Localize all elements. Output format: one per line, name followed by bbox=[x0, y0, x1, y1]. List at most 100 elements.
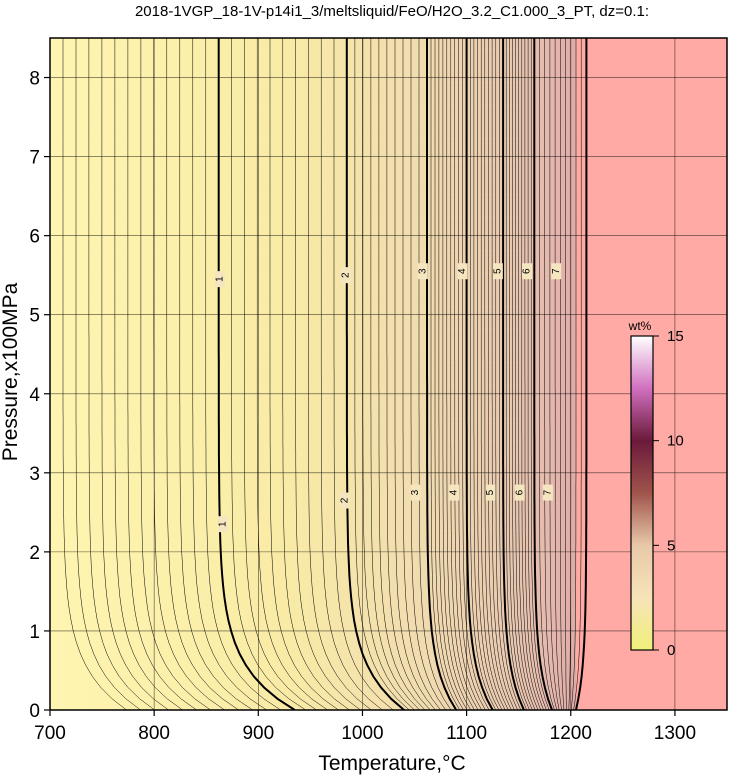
minor-contour bbox=[554, 38, 562, 710]
minor-contour bbox=[544, 38, 558, 710]
minor-contour bbox=[568, 38, 572, 710]
contour-label: 3 bbox=[410, 489, 421, 495]
minor-contour bbox=[402, 38, 441, 710]
minor-contour bbox=[530, 38, 550, 710]
x-tick-label: 1200 bbox=[550, 723, 592, 744]
contour-label-bg bbox=[410, 484, 421, 501]
contour-label-bg bbox=[214, 271, 225, 288]
minor-contour bbox=[549, 38, 560, 710]
minor-contour bbox=[410, 38, 447, 710]
minor-contour bbox=[491, 38, 515, 710]
minor-contour bbox=[539, 38, 555, 710]
contour-label: 4 bbox=[449, 489, 460, 495]
colorbar-tick-label: 5 bbox=[667, 537, 675, 554]
contour-label-bg bbox=[417, 263, 428, 280]
x-axis-label: Temperature,°C bbox=[318, 752, 465, 775]
plot-frame bbox=[49, 37, 728, 711]
major-contour bbox=[465, 38, 494, 710]
y-tick-label: 8 bbox=[29, 69, 40, 90]
colorbar-bar bbox=[630, 335, 654, 651]
colorbar-tick-label: 15 bbox=[667, 328, 684, 345]
contour-label: 3 bbox=[418, 268, 429, 274]
minor-contour bbox=[370, 38, 420, 710]
minor-contour bbox=[560, 38, 565, 710]
major-contour bbox=[426, 38, 458, 710]
y-tick-label: 6 bbox=[29, 227, 40, 248]
colorbar: wt% 0 5 10 15 bbox=[628, 319, 684, 659]
minor-contour bbox=[446, 38, 475, 710]
colorbar-ticks: 0 5 10 15 bbox=[653, 328, 684, 659]
major-contour bbox=[533, 38, 553, 710]
minor-contour bbox=[509, 38, 530, 710]
minor-contour bbox=[473, 38, 500, 710]
minor-contour bbox=[495, 38, 518, 710]
minor-contour bbox=[434, 38, 464, 710]
minor-contour bbox=[477, 38, 503, 710]
contour-label: 1 bbox=[214, 276, 225, 282]
contour-label-bg bbox=[514, 484, 525, 501]
minor-contour bbox=[269, 38, 339, 710]
contour-label: 1 bbox=[218, 521, 229, 527]
minor-contour bbox=[570, 38, 577, 710]
chart-title: 2018-1VGP_18-1V-p14i1_3/meltsliquid/FeO/… bbox=[135, 3, 649, 20]
y-tick-label: 5 bbox=[29, 306, 40, 327]
minor-contour bbox=[354, 38, 410, 710]
contour-labels: 1 1 2 2 3 3 4 4 5 5 6 6 7 7 bbox=[214, 263, 562, 533]
x-tick-label: 1100 bbox=[446, 723, 487, 744]
colorbar-tick-label: 0 bbox=[667, 642, 675, 659]
minor-contour bbox=[153, 38, 225, 710]
minor-contour bbox=[462, 38, 490, 710]
minor-contour bbox=[88, 38, 155, 710]
contour-label: 7 bbox=[542, 489, 553, 495]
minor-contour bbox=[470, 38, 497, 710]
plot-area: 1 1 2 2 3 3 4 4 5 5 6 6 7 7 bbox=[50, 38, 727, 710]
x-tick-label: 800 bbox=[138, 723, 170, 744]
y-tick-label: 0 bbox=[29, 701, 40, 722]
minor-contour bbox=[205, 38, 281, 710]
minor-contour bbox=[256, 38, 328, 710]
contour-label: 2 bbox=[339, 497, 350, 503]
minor-contour bbox=[458, 38, 486, 710]
minor-contour bbox=[101, 38, 169, 710]
y-tick-label: 3 bbox=[29, 464, 40, 485]
minor-contour bbox=[524, 38, 544, 710]
minor-contour bbox=[282, 38, 350, 710]
contour-label-bg bbox=[339, 492, 350, 509]
minor-contour bbox=[179, 38, 253, 710]
x-tick-label: 700 bbox=[34, 723, 66, 744]
minor-contour bbox=[499, 38, 522, 710]
minor-contour bbox=[231, 38, 306, 710]
contour-label: 2 bbox=[340, 272, 351, 278]
y-tick-label: 1 bbox=[29, 622, 40, 643]
minor-contour bbox=[512, 38, 533, 710]
minor-contour bbox=[75, 38, 141, 710]
major-contour bbox=[502, 38, 525, 710]
minor-contour bbox=[450, 38, 479, 710]
minor-contour bbox=[308, 38, 372, 710]
x-axis-ticks: 700 800 900 1000 1100 1200 1300 bbox=[34, 710, 696, 744]
minor-contour bbox=[394, 38, 436, 710]
contour-label: 6 bbox=[522, 268, 533, 274]
minor-contour bbox=[438, 38, 468, 710]
minor-contour bbox=[480, 38, 506, 710]
minor-contour bbox=[378, 38, 426, 710]
x-tick-label: 900 bbox=[242, 723, 274, 744]
minor-contour bbox=[565, 38, 567, 710]
contour-label-bg bbox=[340, 267, 351, 284]
minor-contour bbox=[454, 38, 482, 710]
minor-contour bbox=[114, 38, 183, 710]
minor-contour bbox=[442, 38, 472, 710]
contour-label: 5 bbox=[485, 489, 496, 495]
contour-label: 4 bbox=[457, 268, 468, 274]
contour-label: 6 bbox=[514, 489, 525, 495]
minor-contour bbox=[295, 38, 361, 710]
x-tick-label: 1300 bbox=[654, 723, 696, 744]
y-tick-label: 2 bbox=[29, 543, 40, 564]
major-contour bbox=[345, 38, 405, 710]
minor-contour bbox=[362, 38, 415, 710]
y-tick-label: 4 bbox=[29, 385, 40, 406]
contour-label: 5 bbox=[493, 268, 504, 274]
minor-contour bbox=[140, 38, 211, 710]
minor-contour bbox=[484, 38, 509, 710]
x-tick-label: 1000 bbox=[341, 723, 383, 744]
